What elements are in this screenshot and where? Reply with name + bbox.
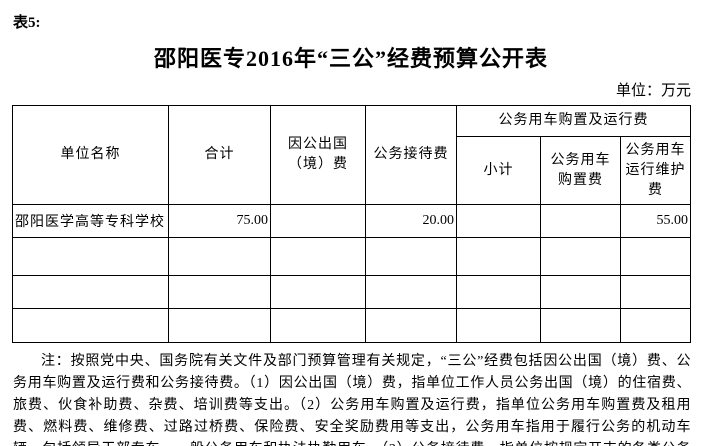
cell-reception-fee bbox=[365, 237, 457, 276]
cell-vehicle-subtotal bbox=[456, 204, 541, 238]
col-header-vehicle-purchase: 公务用车 购置费 bbox=[540, 136, 621, 205]
budget-table: 单位名称 合计 因公出国 （境）费 公务接待费 公务用车购置及运行费 小计 公务… bbox=[12, 105, 692, 343]
cell-abroad-fee bbox=[270, 308, 366, 343]
cell-vehicle-purchase bbox=[540, 308, 621, 343]
cell-total bbox=[168, 308, 271, 343]
header-row-sub: 小计 公务用车 购置费 公务用车 运行维护 费 bbox=[13, 136, 692, 205]
cell-total: 75.00 bbox=[168, 204, 271, 238]
col-header-total: 合计 bbox=[168, 105, 271, 205]
unit-label: 单位：万元 bbox=[615, 83, 691, 99]
cell-vehicle-purchase bbox=[540, 204, 621, 238]
col-header-reception-fee: 公务接待费 bbox=[365, 105, 457, 205]
cell-reception-fee bbox=[365, 308, 457, 343]
cell-reception-fee bbox=[365, 275, 457, 309]
table-number-label: 表5: bbox=[13, 15, 41, 31]
cell-vehicle-subtotal bbox=[456, 308, 541, 343]
table-row bbox=[12, 308, 692, 343]
table-row: 邵阳医学高等专科学校 75.00 20.00 55.00 bbox=[12, 204, 692, 238]
cell-vehicle-subtotal bbox=[456, 237, 541, 276]
cell-vehicle-subtotal bbox=[456, 275, 541, 309]
cell-reception-fee: 20.00 bbox=[365, 204, 457, 238]
cell-total bbox=[168, 237, 271, 276]
cell-unit-name bbox=[12, 275, 169, 309]
cell-vehicle-purchase bbox=[540, 237, 621, 276]
col-header-vehicle-maintenance: 公务用车 运行维护 费 bbox=[619, 136, 692, 205]
cell-vehicle-purchase bbox=[540, 275, 621, 309]
cell-abroad-fee bbox=[270, 237, 366, 276]
cell-unit-name bbox=[12, 308, 169, 343]
cell-vehicle-maintenance bbox=[619, 275, 692, 309]
cell-total bbox=[168, 275, 271, 309]
table-row bbox=[12, 275, 692, 309]
table-header: 单位名称 合计 因公出国 （境）费 公务接待费 公务用车购置及运行费 小计 公务… bbox=[12, 105, 692, 205]
cell-abroad-fee bbox=[270, 204, 366, 238]
cell-vehicle-maintenance: 55.00 bbox=[619, 204, 692, 238]
table-body: 邵阳医学高等专科学校 75.00 20.00 55.00 bbox=[12, 204, 692, 343]
col-header-vehicle-subtotal: 小计 bbox=[456, 136, 541, 205]
cell-unit-name bbox=[12, 237, 169, 276]
col-header-abroad-fee: 因公出国 （境）费 bbox=[270, 105, 366, 205]
cell-vehicle-maintenance bbox=[619, 237, 692, 276]
cell-abroad-fee bbox=[270, 275, 366, 309]
page-title: 邵阳医专2016年“三公”经费预算公开表 bbox=[153, 46, 548, 71]
cell-unit-name: 邵阳医学高等专科学校 bbox=[12, 204, 169, 238]
cell-vehicle-maintenance bbox=[619, 308, 692, 343]
col-header-unit-name: 单位名称 bbox=[12, 105, 169, 205]
table-row bbox=[12, 237, 692, 276]
note-text: 注：按照党中央、国务院有关文件及部门预算管理有关规定，“三公”经费包括因公出国（… bbox=[13, 354, 691, 446]
col-header-vehicle-group: 公务用车购置及运行费 bbox=[455, 105, 692, 137]
header-row-top: 单位名称 合计 因公出国 （境）费 公务接待费 公务用车购置及运行费 bbox=[12, 105, 692, 205]
